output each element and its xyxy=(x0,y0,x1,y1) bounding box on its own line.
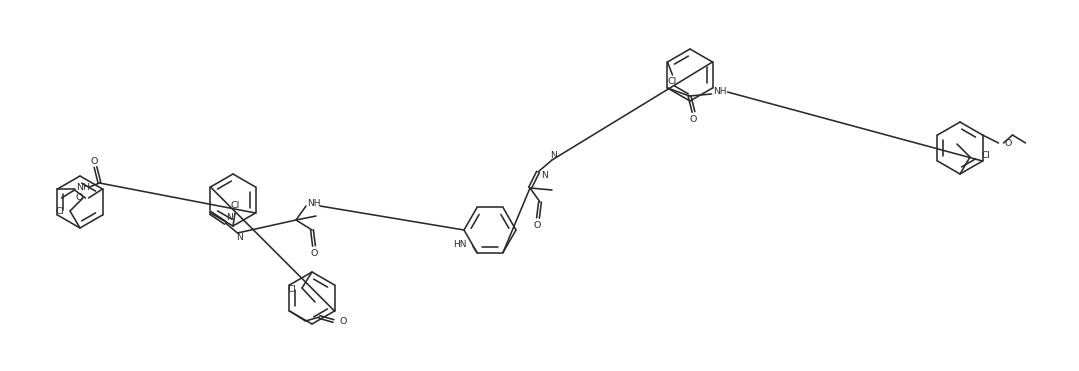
Text: N: N xyxy=(227,213,233,223)
Text: NH: NH xyxy=(308,200,320,209)
Text: O: O xyxy=(689,115,697,124)
Text: N: N xyxy=(541,171,548,181)
Text: Cl: Cl xyxy=(982,151,991,161)
Text: NH: NH xyxy=(77,184,91,193)
Text: O: O xyxy=(533,220,541,230)
Text: Cl: Cl xyxy=(668,78,678,86)
Text: Cl: Cl xyxy=(288,286,297,295)
Text: HN: HN xyxy=(453,240,467,249)
Text: NH: NH xyxy=(713,88,726,96)
Text: N: N xyxy=(236,233,243,243)
Text: O: O xyxy=(1005,139,1012,148)
Text: O: O xyxy=(340,316,346,325)
Text: O: O xyxy=(311,249,317,257)
Text: Cl: Cl xyxy=(231,201,240,210)
Text: N: N xyxy=(550,151,557,161)
Text: O: O xyxy=(76,194,82,203)
Text: O: O xyxy=(91,157,98,165)
Text: Cl: Cl xyxy=(56,207,65,217)
